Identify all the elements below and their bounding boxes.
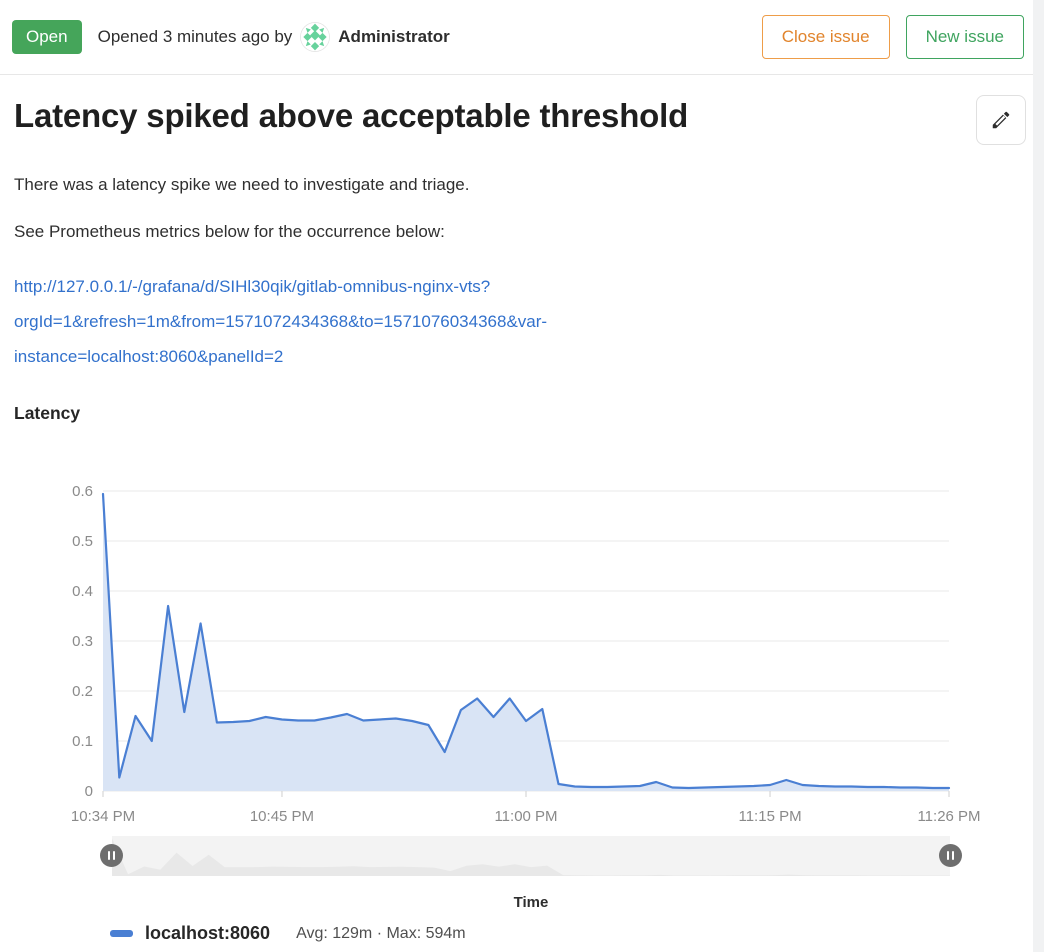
y-tick-label: 0.1	[72, 733, 93, 750]
opened-meta: Opened 3 minutes ago by Administrator	[98, 22, 450, 52]
avatar[interactable]	[300, 22, 331, 52]
y-tick-label: 0.2	[72, 683, 93, 700]
grafana-metrics-link[interactable]: http://127.0.0.1/-/grafana/d/SIHl30qik/g…	[14, 269, 1030, 374]
series-area	[103, 494, 949, 791]
pause-icon	[108, 851, 110, 860]
latency-chart: 0 0.1 0.2 0.3 0.4 0.5 0.6 10:34 PM 10:45 PM 11:00…	[71, 483, 981, 825]
top-status-bar: Open Opened 3 minutes ago by Administra	[0, 0, 1044, 75]
issue-description: There was a latency spike we need to inv…	[0, 175, 1044, 424]
status-badge: Open	[12, 20, 82, 54]
body-paragraph-1: There was a latency spike we need to inv…	[14, 175, 470, 194]
y-tick-label: 0.5	[72, 533, 93, 550]
new-issue-button[interactable]: New issue	[905, 15, 1024, 59]
legend-swatch	[110, 930, 133, 937]
y-tick-label: 0.4	[72, 583, 93, 600]
series-line	[101, 492, 951, 790]
author-link[interactable]: Administrator	[338, 27, 450, 46]
y-tick-label: 0.6	[72, 483, 93, 500]
pause-icon	[947, 851, 949, 860]
slider-mini-chart	[112, 838, 950, 876]
y-tick-label: 0	[85, 783, 93, 800]
slider-handle-left[interactable]	[100, 844, 123, 867]
latency-chart-panel: 0 0.1 0.2 0.3 0.4 0.5 0.6 10:34 PM 10:45 PM 11:00…	[0, 476, 1044, 944]
x-tick-label: 10:45 PM	[250, 808, 314, 825]
opened-text: Opened 3 minutes ago by	[97, 27, 293, 46]
x-tick-label: 11:00 PM	[494, 808, 557, 825]
pause-icon	[113, 851, 115, 860]
mini-series-silhouette	[112, 838, 950, 876]
grafana-link-line-3: instance=localhost:8060&panelId=2	[14, 347, 284, 366]
x-axis: 10:34 PM 10:45 PM 11:00 PM 11:15 PM 11:26 PM	[71, 791, 981, 825]
time-range-slider-track[interactable]	[100, 836, 962, 876]
issue-header: Latency spiked above acceptable threshol…	[0, 75, 1044, 145]
right-scroll-gutter	[1033, 0, 1044, 952]
slider-handle-right[interactable]	[939, 844, 962, 867]
grafana-link-line-1: http://127.0.0.1/-/grafana/d/SIHl30qik/g…	[14, 277, 491, 296]
grafana-link-line-2: orgId=1&refresh=1m&from=1571072434368&to…	[14, 312, 548, 331]
y-tick-label: 0.3	[72, 633, 93, 650]
y-axis-labels: 0 0.1 0.2 0.3 0.4 0.5 0.6	[72, 483, 93, 800]
x-tick-label: 11:26 PM	[917, 808, 980, 825]
legend-stats: Avg: 129m · Max: 594m	[296, 924, 466, 942]
section-heading-latency: Latency	[14, 403, 81, 423]
edit-title-button[interactable]	[976, 95, 1026, 145]
body-paragraph-2: See Prometheus metrics below for the occ…	[14, 222, 445, 241]
legend-series-name: localhost:8060	[145, 923, 271, 943]
x-tick-label: 10:34 PM	[71, 808, 135, 825]
close-issue-button[interactable]: Close issue	[761, 15, 890, 59]
chart-legend: localhost:8060 Avg: 129m · Max: 594m	[110, 923, 1044, 944]
pencil-icon	[992, 111, 1010, 129]
issue-title: Latency spiked above acceptable threshol…	[14, 97, 689, 134]
pause-icon	[952, 851, 954, 860]
identicon-avatar-icon	[300, 22, 331, 52]
x-tick-label: 11:15 PM	[738, 808, 801, 825]
time-axis-title: Time	[513, 894, 549, 911]
